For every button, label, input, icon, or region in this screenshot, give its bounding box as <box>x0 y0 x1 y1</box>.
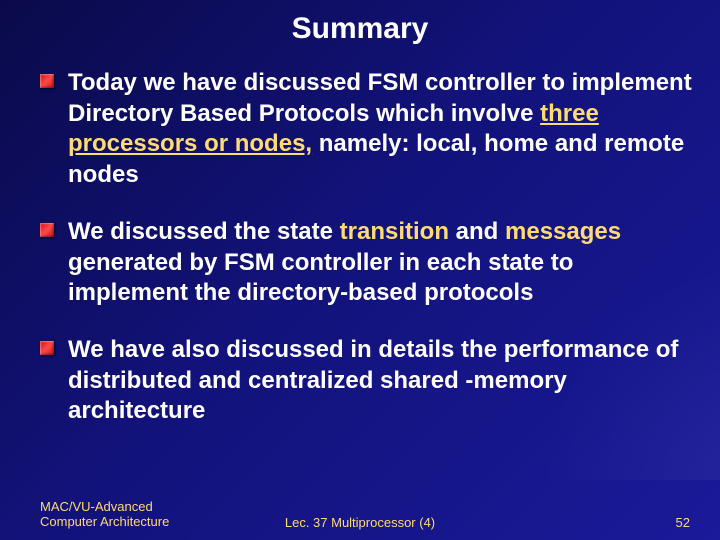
plain-text: and <box>449 218 505 245</box>
footer-center: Lec. 37 Multiprocessor (4) <box>285 515 435 530</box>
highlight-text: messages <box>505 218 621 245</box>
bullet-text: We discussed the state transition and me… <box>68 218 621 306</box>
footer-left: MAC/VU-Advanced Computer Architecture <box>40 499 169 530</box>
slide-container: Summary Today we have discussed FSM cont… <box>0 0 720 540</box>
slide-title: Summary <box>28 12 692 46</box>
footer-slide-number: 52 <box>676 515 690 530</box>
bullet-text: Today we have discussed FSM controller t… <box>68 69 692 188</box>
bullet-text: We have also discussed in details the pe… <box>68 336 678 424</box>
footer-left-line2: Computer Architecture <box>40 514 169 530</box>
bullet-item: Today we have discussed FSM controller t… <box>40 68 692 191</box>
slide-footer: MAC/VU-Advanced Computer Architecture Le… <box>0 499 720 530</box>
bullet-list: Today we have discussed FSM controller t… <box>28 68 692 427</box>
plain-text: We discussed the state <box>68 218 340 245</box>
bullet-item: We have also discussed in details the pe… <box>40 335 692 427</box>
plain-text: We have also discussed in details the pe… <box>68 336 678 424</box>
bullet-item: We discussed the state transition and me… <box>40 217 692 309</box>
footer-left-line1: MAC/VU-Advanced <box>40 499 169 515</box>
plain-text: generated by FSM controller in each stat… <box>68 249 573 307</box>
highlight-text: transition <box>340 218 449 245</box>
